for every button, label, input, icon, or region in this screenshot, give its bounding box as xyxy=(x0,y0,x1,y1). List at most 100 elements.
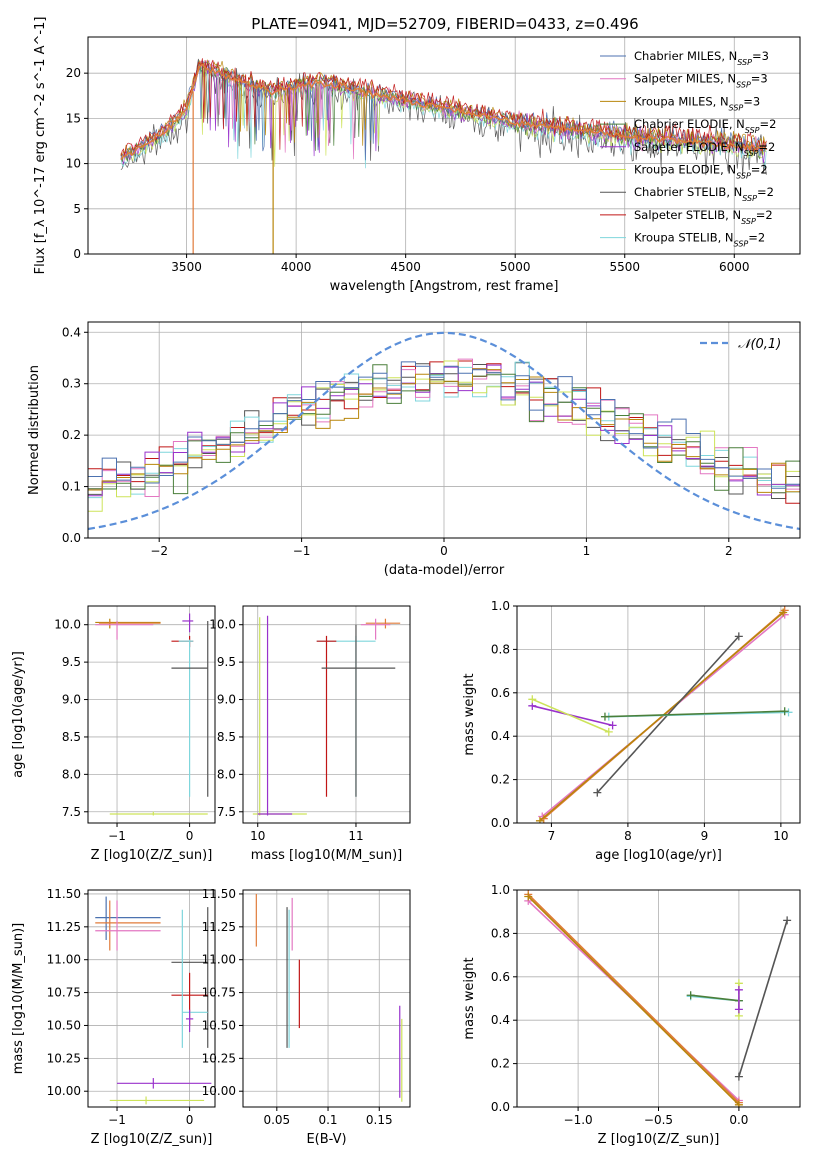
weight-line xyxy=(690,994,739,1002)
y-axis-label: mass [log10(M/M_sun)] xyxy=(11,923,26,1075)
x-tick-label: 0 xyxy=(186,1113,194,1127)
x-tick-label: 10 xyxy=(773,829,788,843)
plot-area xyxy=(528,606,793,823)
x-axis-label: Z [log10(Z/Z_sun)] xyxy=(91,848,213,863)
y-tick-label: 10.25 xyxy=(202,1051,236,1065)
axes-frame xyxy=(87,605,216,824)
x-tick-label: −2 xyxy=(150,544,168,558)
x-tick-label: −1 xyxy=(293,544,311,558)
axes-frame xyxy=(87,36,801,255)
plot-area xyxy=(95,613,209,816)
plot-area xyxy=(88,331,800,531)
y-tick-label: 11.50 xyxy=(47,887,81,901)
weight-marker xyxy=(524,892,533,901)
y-tick-label: 20 xyxy=(66,66,81,80)
weight-marker xyxy=(604,727,613,736)
y-tick-label: 10.0 xyxy=(54,618,81,632)
x-tick-label: 5500 xyxy=(609,260,640,274)
panel-mass_vs_Z: −1 0 10.00 10.25 10.50 10.75 11.00 11.25 11.50 Z … xyxy=(11,887,216,1147)
y-tick-label: 0.2 xyxy=(491,773,510,787)
x-tick-label: 0.1 xyxy=(318,1113,337,1127)
x-tick-label: 1 xyxy=(583,544,591,558)
y-tick-label: 0.0 xyxy=(491,1100,510,1114)
y-tick-label: 11.25 xyxy=(47,920,81,934)
legend-label: Chabrier MILES, NSSP=3 xyxy=(634,49,769,67)
x-tick-label: 0.15 xyxy=(366,1113,393,1127)
panel-residuals: −2 −1 0 1 2 0.0 0.1 0.2 0.3 0.4 (data-model)/error… xyxy=(27,321,801,578)
x-tick-label: −1 xyxy=(108,1113,126,1127)
x-tick-label: 0 xyxy=(186,829,194,843)
y-axis-label: mass weight xyxy=(462,957,477,1039)
y-tick-label: 0.4 xyxy=(491,729,510,743)
y-tick-label: 7.5 xyxy=(217,805,236,819)
legend-label: Salpeter STELIB, NSSP=2 xyxy=(634,208,773,226)
x-tick-label: 11 xyxy=(348,829,363,843)
y-axis-label: mass weight xyxy=(462,673,477,755)
x-tick-label: 0 xyxy=(440,544,448,558)
legend-label: Chabrier STELIB, NSSP=2 xyxy=(634,185,774,203)
y-tick-label: 8.5 xyxy=(217,730,236,744)
plot-area xyxy=(95,896,212,1105)
y-axis-label: age [log10(age/yr)] xyxy=(11,651,26,778)
axes-frame xyxy=(516,605,801,824)
y-tick-label: 0.2 xyxy=(491,1057,510,1071)
weight-marker xyxy=(783,916,792,925)
x-tick-label: 9 xyxy=(701,829,709,843)
x-tick-label: 5000 xyxy=(500,260,531,274)
figure-title: PLATE=0941, MJD=52709, FIBERID=0433, z=0… xyxy=(251,15,638,33)
weight-marker xyxy=(600,712,609,721)
panel-weight_vs_Z: −1.0 −0.5 0.0 0.0 0.2 0.4 0.6 0.8 1.0 Z [log10(Z/… xyxy=(462,883,801,1147)
y-tick-label: 0.1 xyxy=(62,480,81,494)
y-axis-label: Normed distribution xyxy=(27,365,42,495)
y-tick-label: 0.0 xyxy=(62,531,81,545)
histogram-chabrier_elodie xyxy=(88,364,800,495)
gaussian-curve xyxy=(88,331,800,531)
weight-line xyxy=(527,895,740,1106)
x-tick-label: 6000 xyxy=(719,260,750,274)
y-tick-label: 8.0 xyxy=(217,767,236,781)
y-tick-label: 10 xyxy=(66,157,81,171)
x-axis-label: age [log10(age/yr)] xyxy=(595,848,722,863)
weight-marker xyxy=(528,695,537,704)
weight-line xyxy=(738,920,788,1077)
y-tick-label: 7.5 xyxy=(62,805,81,819)
x-axis-label: Z [log10(Z/Z_sun)] xyxy=(598,1132,720,1147)
weight-line xyxy=(531,698,610,733)
x-tick-label: −1.0 xyxy=(564,1113,593,1127)
y-tick-label: 0.8 xyxy=(491,642,510,656)
weight-marker xyxy=(734,1072,743,1081)
y-tick-label: 9.5 xyxy=(62,655,81,669)
axes-frame xyxy=(87,889,216,1108)
y-tick-label: 10.00 xyxy=(202,1084,236,1098)
plot-area xyxy=(255,893,403,1102)
weight-marker xyxy=(734,1100,743,1107)
weight-marker xyxy=(784,708,793,717)
y-tick-label: 9.5 xyxy=(217,655,236,669)
y-tick-label: 10.25 xyxy=(47,1051,81,1065)
weight-marker xyxy=(734,985,743,994)
weight-marker xyxy=(686,991,695,1000)
x-axis-label: E(B-V) xyxy=(306,1132,346,1147)
legend-label: Kroupa MILES, NSSP=3 xyxy=(634,94,760,112)
x-tick-label: −1 xyxy=(108,829,126,843)
panel-mass_vs_ebv: 0.05 0.1 0.15 10.00 10.25 10.50 10.75 11.00 11.2… xyxy=(202,887,411,1147)
spectrum-line-orange xyxy=(120,63,768,161)
x-tick-label: 0.05 xyxy=(263,1113,290,1127)
x-tick-label: 0.0 xyxy=(729,1113,748,1127)
y-tick-label: 8.5 xyxy=(62,730,81,744)
x-axis-label: wavelength [Angstrom, rest frame] xyxy=(330,279,559,294)
y-tick-label: 10.0 xyxy=(209,618,236,632)
y-tick-label: 0.6 xyxy=(491,970,510,984)
y-tick-label: 1.0 xyxy=(491,883,510,897)
y-tick-label: 11.00 xyxy=(47,953,81,967)
plot-area xyxy=(524,890,792,1107)
y-tick-label: 0.3 xyxy=(62,377,81,391)
histogram-kroupa_miles xyxy=(88,368,800,493)
x-tick-label: −0.5 xyxy=(644,1113,673,1127)
legend-label: Salpeter ELODIE, NSSP=2 xyxy=(634,140,775,158)
x-axis-label: mass [log10(M/M_sun)] xyxy=(251,848,403,863)
y-tick-label: 10.75 xyxy=(202,986,236,1000)
y-tick-label: 0.2 xyxy=(62,428,81,442)
x-tick-label: 10 xyxy=(250,829,265,843)
